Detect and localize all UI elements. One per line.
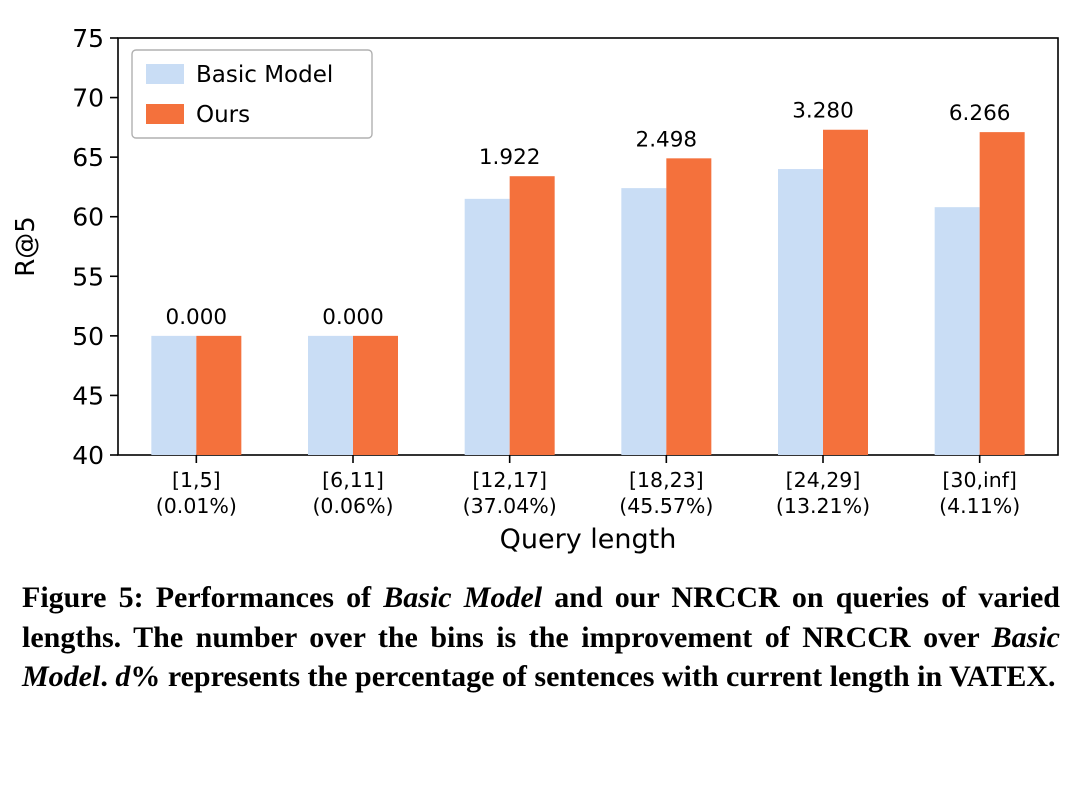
y-tick-label: 70 [72,84,104,113]
caption-segment-italic: Basic Model [22,620,1060,694]
bar-ours [979,132,1025,455]
bar-ours [353,335,398,455]
x-tick-label-range: [18,23] [629,468,704,492]
figure-caption: Figure 5: Performances of Basic Model an… [22,578,1060,697]
x-axis-label: Query length [500,524,677,555]
bar-basic-model [621,188,667,455]
y-axis-label: R@5 [11,216,41,277]
legend-swatch-ours [146,104,184,124]
caption-segment: Figure 5: Performances of [22,581,384,614]
legend-label-ours: Ours [196,102,250,128]
y-tick-label: 60 [72,203,104,232]
x-tick-label-range: [12,17] [472,468,547,492]
bar-ours [509,176,555,455]
plot-frame [117,37,1059,456]
y-tick-label: 55 [72,262,104,291]
x-tick-label-percent: (4.11%) [939,494,1020,518]
caption-segment-italic: d [115,660,131,694]
bar-ours [823,129,868,456]
improvement-annotation: 0.000 [322,305,384,330]
improvement-annotation: 0.000 [166,305,228,330]
legend-swatch-basic-model [146,64,184,84]
x-tick-label-percent: (0.06%) [312,494,393,518]
y-tick-label: 75 [72,24,104,53]
bar-basic-model [151,335,197,455]
improvement-annotation: 2.498 [636,127,698,152]
bar-basic-model [934,207,980,455]
caption-segment: . [100,660,116,694]
bar-chart: 40 45 50 55 60 65 70 75 R@5 0.000 [1,5](0.01%) 0.00… [11,24,1059,555]
bar-basic-model [308,335,353,455]
improvement-annotation: 6.266 [949,101,1011,126]
y-tick-label: 45 [72,381,104,410]
bar-basic-model [778,169,823,456]
x-tick-label-range: [6,11] [322,468,384,492]
x-tick-label-percent: (0.01%) [156,494,237,518]
y-tick-label: 40 [72,441,104,470]
x-tick-label-percent: (13.21%) [776,494,870,518]
legend-box [131,49,373,139]
x-tick-label-percent: (37.04%) [463,494,557,518]
x-tick-label-range: [1,5] [172,468,221,492]
caption-segment: and our NRCCR on queries of varied lengt… [22,581,1060,654]
y-tick-label: 50 [72,322,104,351]
x-tick-label-range: [24,29] [786,468,861,492]
improvement-annotation: 3.280 [792,99,854,124]
bar-ours [196,335,242,455]
bar-ours [666,158,712,455]
x-tick-label-range: [30,inf] [942,468,1017,492]
improvement-annotation: 1.922 [479,145,541,170]
caption-segment-italic: Basic Model [383,581,543,614]
y-tick-label: 65 [72,143,104,172]
x-tick-label-percent: (45.57%) [619,494,713,518]
legend-label-basic-model: Basic Model [196,62,333,88]
bar-basic-model [464,198,510,456]
caption-segment: % represents the percentage of sentences… [130,660,1056,694]
